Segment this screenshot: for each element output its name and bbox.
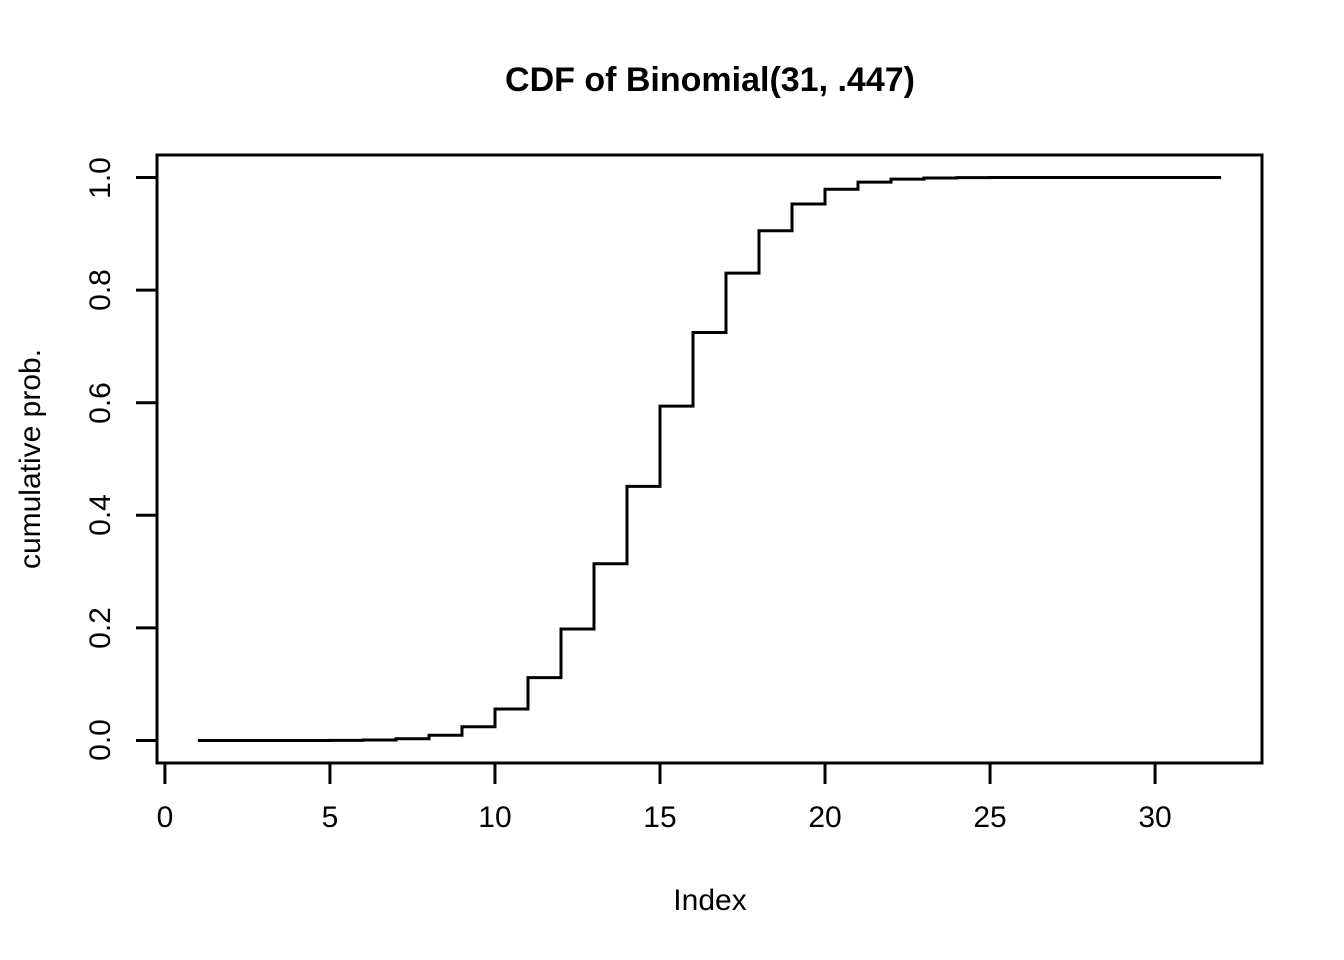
x-tick-label: 0: [156, 801, 174, 834]
x-axis-ticks: [163, 763, 1157, 784]
y-tick-label: 0.2: [84, 607, 117, 649]
y-axis-ticks: [136, 176, 157, 742]
x-tick-label: 5: [321, 801, 339, 834]
x-tick-label: 20: [808, 801, 842, 834]
y-tick-label: 1.0: [84, 156, 117, 199]
x-tick-label: 15: [643, 801, 677, 834]
y-axis-label: cumulative prob.: [14, 348, 47, 570]
x-tick-label: 30: [1138, 801, 1172, 834]
cdf-step-curve: [197, 176, 1222, 742]
x-tick-label: 25: [973, 801, 1007, 834]
x-axis-label: Index: [673, 884, 747, 917]
y-tick-label: 0.8: [84, 269, 117, 311]
x-tick-label: 10: [478, 801, 512, 834]
y-tick-label: 0.0: [84, 719, 117, 762]
y-tick-label: 0.4: [84, 494, 117, 537]
chart-title: CDF of Binomial(31, .447): [505, 61, 915, 99]
y-tick-label: 0.6: [84, 381, 117, 424]
plot-box: [155, 153, 1264, 765]
